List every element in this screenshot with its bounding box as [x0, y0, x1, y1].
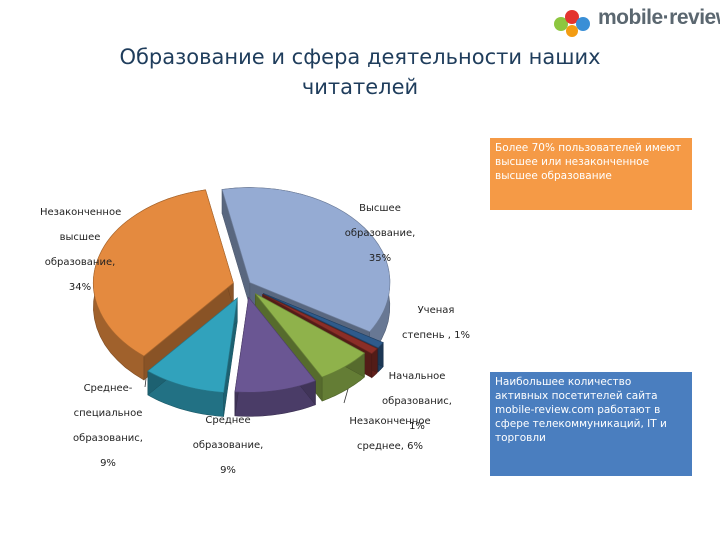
logo-circle-blue [576, 17, 590, 31]
logo-text: mobile·review [598, 6, 720, 29]
education-pie-chart [93, 187, 391, 417]
label-vocational-education: Среднее- специальное образованис, 9% [62, 370, 154, 483]
title-line-2: читателей [301, 75, 419, 99]
pie-slice-1 [263, 293, 384, 349]
logo-circle-orange [566, 25, 578, 37]
label-ih-l2: высшее [59, 231, 101, 243]
label-degree-l2: степень , 1% [402, 329, 470, 341]
label-voc-l1: Среднее- [83, 382, 133, 394]
title-line-1: Образование и сфера деятельности наших [119, 45, 601, 69]
label-higher-l3: 35% [368, 252, 392, 264]
label-primary-l3: 1% [409, 420, 425, 432]
callout-active-visitors: Наибольшее количество активных посетител… [490, 372, 692, 476]
label-primary-l1: Начальное [388, 370, 446, 382]
label-ih-l4: 34% [68, 281, 92, 293]
pie-slice-6 [93, 189, 234, 357]
label-sec-l1: Среднее [205, 414, 251, 426]
label-secondary-education: Среднее образование, 9% [186, 402, 270, 490]
logo-circle-green [554, 17, 568, 31]
mobile-review-logo[interactable] [548, 4, 716, 38]
label-is-l2: среднее, 6% [357, 440, 423, 452]
label-ih-l1: Незаконченное [40, 206, 122, 218]
label-incomplete-higher: Незаконченное высшее образование, 34% [40, 194, 122, 307]
label-higher-l1: Высшее [359, 202, 401, 214]
label-primary-l2: образованис, [382, 395, 452, 407]
label-higher-education: Высшее образование, 35% [340, 190, 420, 278]
label-is-l1: Незаконченное [349, 415, 431, 427]
label-degree-l1: Ученая [417, 304, 455, 316]
label-ih-l3: образование, [44, 256, 116, 268]
label-voc-l3: образованис, [73, 432, 143, 444]
pie-slice-0 [221, 187, 391, 333]
label-sec-l3: 9% [220, 464, 236, 476]
logo-circle-red [565, 10, 579, 24]
callout-education-share: Более 70% пользователей имеют высшее или… [490, 138, 692, 210]
pie-slice-2 [262, 293, 378, 355]
pie-slice-5 [147, 297, 238, 393]
label-higher-l2: образование, [344, 227, 416, 239]
label-voc-l4: 9% [100, 457, 116, 469]
pie-slice-3 [254, 293, 366, 378]
pie-slice-4 [234, 296, 316, 393]
label-voc-l2: специальное [73, 407, 143, 419]
pie-slices [93, 187, 391, 417]
label-academic-degree: Ученая степень , 1% [400, 292, 472, 355]
label-sec-l2: образование, [192, 439, 264, 451]
label-incomplete-secondary: Незаконченное среднее, 6% [340, 403, 440, 466]
slide-title: Образование и сфера деятельности наших ч… [80, 42, 640, 102]
label-primary-education: Начальное образованис, 1% [372, 358, 462, 446]
